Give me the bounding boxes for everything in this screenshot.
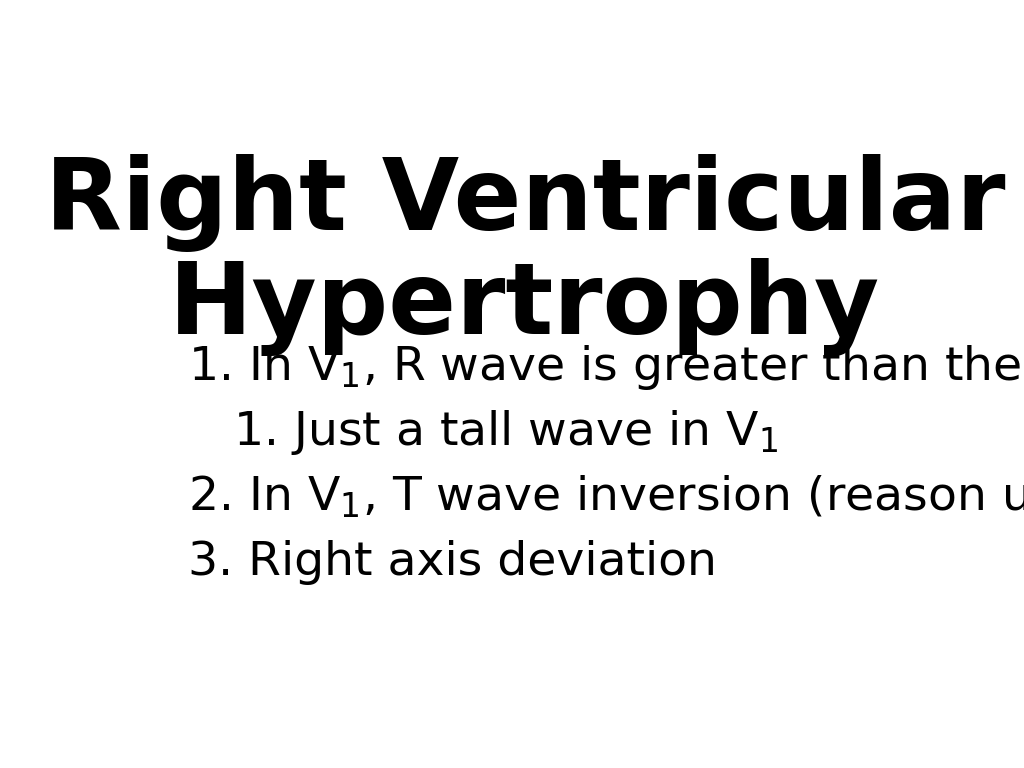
Text: 1. In V$_1$, R wave is greater than the S wave: 1. In V$_1$, R wave is greater than the … <box>187 343 1024 392</box>
Text: 3. Right axis deviation: 3. Right axis deviation <box>187 540 717 584</box>
Text: 1. Just a tall wave in V$_1$: 1. Just a tall wave in V$_1$ <box>187 408 778 457</box>
Text: 2. In V$_1$, T wave inversion (reason unknown): 2. In V$_1$, T wave inversion (reason un… <box>187 474 1024 521</box>
Text: Right Ventricular: Right Ventricular <box>45 154 1005 252</box>
Text: Hypertrophy: Hypertrophy <box>169 258 881 356</box>
